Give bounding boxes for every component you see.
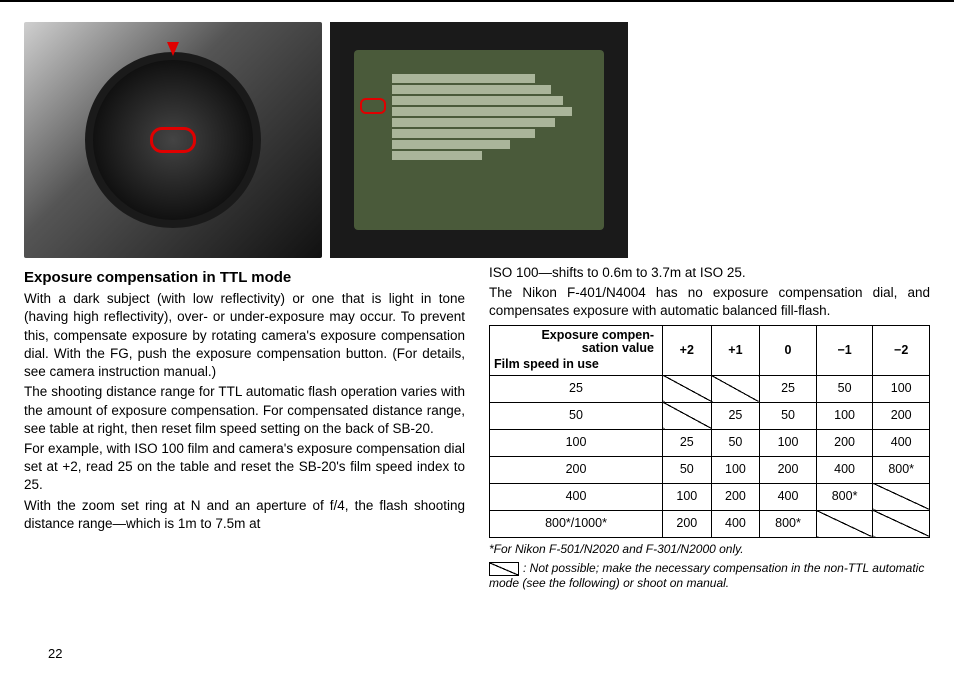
table-cell: 100 (816, 402, 873, 429)
section-heading: Exposure compensation in TTL mode (24, 268, 465, 288)
page-number: 22 (48, 645, 62, 663)
table-cell (873, 483, 930, 510)
body-paragraph: For example, with ISO 100 film and camer… (24, 440, 465, 495)
table-cell: 25 (663, 429, 712, 456)
table-cell (816, 510, 873, 537)
body-paragraph: The shooting distance range for TTL auto… (24, 383, 465, 438)
row-label: 100 (490, 429, 663, 456)
compensation-table: Exposure compen- sation value Film speed… (489, 325, 930, 538)
table-cell: 400 (873, 429, 930, 456)
photo-camera-dial (24, 22, 322, 258)
red-iso-highlight (360, 98, 386, 114)
body-paragraph: With the zoom set ring at N and an apert… (24, 497, 465, 533)
col-header: +1 (711, 325, 760, 375)
table-cell: 200 (711, 483, 760, 510)
diagonal-cell-icon (489, 562, 519, 576)
image-row (24, 22, 930, 258)
red-oval-highlight (150, 127, 196, 153)
table-cell: 50 (816, 375, 873, 402)
table-row: 502550100200 (490, 402, 930, 429)
col-header: −1 (816, 325, 873, 375)
row-label: 25 (490, 375, 663, 402)
table-cell: 50 (760, 402, 817, 429)
table-cell (873, 510, 930, 537)
table-row: 400100200400800* (490, 483, 930, 510)
table-cell: 800* (760, 510, 817, 537)
table-row: 800*/1000*200400800* (490, 510, 930, 537)
table-cell: 400 (760, 483, 817, 510)
table-cell: 200 (873, 402, 930, 429)
row-label: 800*/1000* (490, 510, 663, 537)
col-header: −2 (873, 325, 930, 375)
table-cell: 200 (760, 456, 817, 483)
dial-graphic (85, 52, 261, 228)
lcd-chart (354, 50, 604, 230)
table-cell (663, 402, 712, 429)
table-cell: 50 (711, 429, 760, 456)
footnote-asterisk: *For Nikon F-501/N2020 and F-301/N2000 o… (489, 542, 930, 557)
left-column: Exposure compensation in TTL mode With a… (24, 264, 465, 591)
table-cell: 100 (663, 483, 712, 510)
red-arrow-icon (167, 42, 179, 56)
table-row: 1002550100200400 (490, 429, 930, 456)
table-row: 252550100 (490, 375, 930, 402)
right-column: ISO 100—shifts to 0.6m to 3.7m at ISO 25… (489, 264, 930, 591)
photo-flash-rear-panel (330, 22, 628, 258)
table-row: 20050100200400800* (490, 456, 930, 483)
table-cell: 800* (816, 483, 873, 510)
distance-bars (392, 74, 596, 160)
body-paragraph: The Nikon F-401/N4004 has no exposure co… (489, 284, 930, 320)
table-row-header: Film speed in use (494, 358, 654, 372)
table-header-bottom: sation value (494, 342, 654, 356)
footnote-diagonal: : Not possible; make the necessary compe… (489, 561, 930, 591)
col-header: 0 (760, 325, 817, 375)
table-cell: 100 (873, 375, 930, 402)
table-cell (711, 375, 760, 402)
table-cell: 50 (663, 456, 712, 483)
table-cell: 25 (760, 375, 817, 402)
table-cell: 100 (760, 429, 817, 456)
table-cell: 200 (816, 429, 873, 456)
body-paragraph: With a dark subject (with low reflectivi… (24, 290, 465, 381)
table-cell: 400 (711, 510, 760, 537)
table-header-top: Exposure compen- (494, 329, 654, 343)
table-cell: 800* (873, 456, 930, 483)
body-paragraph: ISO 100—shifts to 0.6m to 3.7m at ISO 25… (489, 264, 930, 282)
table-cell: 200 (663, 510, 712, 537)
table-cell: 25 (711, 402, 760, 429)
row-label: 200 (490, 456, 663, 483)
table-cell: 100 (711, 456, 760, 483)
text-columns: Exposure compensation in TTL mode With a… (24, 264, 930, 591)
table-cell (663, 375, 712, 402)
row-label: 50 (490, 402, 663, 429)
footnote-text: : Not possible; make the necessary compe… (489, 561, 924, 590)
row-label: 400 (490, 483, 663, 510)
col-header: +2 (663, 325, 712, 375)
table-cell: 400 (816, 456, 873, 483)
